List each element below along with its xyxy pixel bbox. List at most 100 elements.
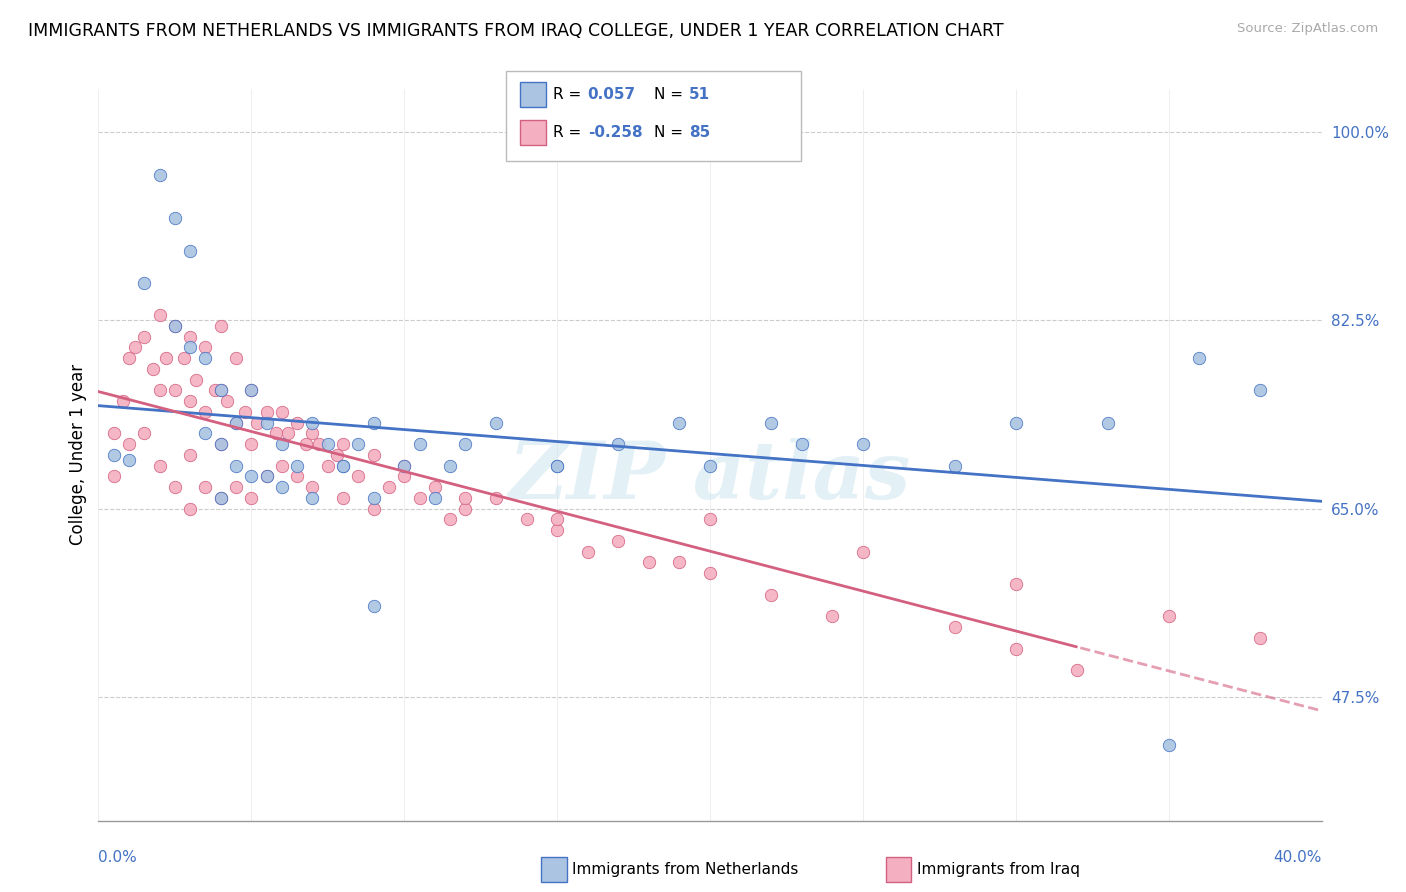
Point <box>576 545 599 559</box>
Point <box>363 448 385 462</box>
Point <box>240 384 263 398</box>
Point <box>668 556 690 570</box>
Point <box>134 276 156 290</box>
Point <box>163 480 186 494</box>
Point <box>285 416 308 430</box>
Point <box>363 416 385 430</box>
Point <box>270 437 292 451</box>
Point <box>439 512 461 526</box>
Point <box>363 491 385 505</box>
Point <box>316 437 339 451</box>
Point <box>423 491 446 505</box>
Point <box>485 491 508 505</box>
Point <box>454 437 477 451</box>
Point <box>270 405 292 419</box>
Point <box>1004 577 1026 591</box>
Point <box>103 426 125 441</box>
Point <box>134 329 156 343</box>
Point <box>142 362 165 376</box>
Point <box>118 437 141 451</box>
Point <box>363 501 385 516</box>
Point <box>1157 609 1180 624</box>
Point <box>103 448 125 462</box>
Point <box>134 426 156 441</box>
Point <box>256 405 278 419</box>
Text: 85: 85 <box>689 125 710 139</box>
Point <box>821 609 844 624</box>
Point <box>209 491 232 505</box>
Point <box>607 437 630 451</box>
Point <box>1004 416 1026 430</box>
Text: R =: R = <box>553 125 586 139</box>
Text: N =: N = <box>654 125 688 139</box>
Point <box>240 384 263 398</box>
Point <box>1188 351 1211 365</box>
Point <box>186 373 208 387</box>
Point <box>546 523 568 537</box>
Point <box>668 416 690 430</box>
Point <box>225 416 247 430</box>
Point <box>301 426 323 441</box>
Point <box>103 469 125 483</box>
Point <box>546 512 568 526</box>
Point <box>347 469 370 483</box>
Point <box>392 458 416 473</box>
Text: N =: N = <box>654 87 688 102</box>
Point <box>163 211 186 226</box>
Point <box>759 588 782 602</box>
Point <box>256 469 278 483</box>
Point <box>454 501 477 516</box>
Text: 40.0%: 40.0% <box>1274 850 1322 865</box>
Point <box>332 458 354 473</box>
Point <box>209 318 232 333</box>
Point <box>546 458 568 473</box>
Point <box>179 501 201 516</box>
Point <box>256 469 278 483</box>
Point <box>439 458 461 473</box>
Point <box>516 512 538 526</box>
Point <box>1249 384 1271 398</box>
Text: 0.0%: 0.0% <box>98 850 138 865</box>
Point <box>852 545 875 559</box>
Point <box>215 394 238 409</box>
Point <box>209 437 232 451</box>
Point <box>392 469 416 483</box>
Point <box>1157 739 1180 753</box>
Point <box>179 329 201 343</box>
Point <box>163 384 186 398</box>
Point <box>546 458 568 473</box>
Point <box>347 437 370 451</box>
Point <box>111 394 134 409</box>
Point <box>285 469 308 483</box>
Point <box>124 340 146 354</box>
Point <box>270 458 292 473</box>
Point <box>240 437 263 451</box>
Text: 51: 51 <box>689 87 710 102</box>
Point <box>194 405 217 419</box>
Text: R =: R = <box>553 87 586 102</box>
Point <box>943 458 966 473</box>
Point <box>295 437 318 451</box>
Point <box>209 437 232 451</box>
Point <box>316 458 339 473</box>
Point <box>1004 641 1026 656</box>
Text: 0.057: 0.057 <box>588 87 636 102</box>
Point <box>607 533 630 548</box>
Point <box>332 458 354 473</box>
Point <box>301 416 323 430</box>
Point <box>408 491 430 505</box>
Point <box>699 512 721 526</box>
Point <box>277 426 299 441</box>
Point <box>332 491 354 505</box>
Point <box>209 384 232 398</box>
Point <box>326 448 349 462</box>
Point <box>209 491 232 505</box>
Point <box>246 416 269 430</box>
Point <box>149 308 172 322</box>
Point <box>149 168 172 182</box>
Point <box>225 458 247 473</box>
Point <box>485 416 508 430</box>
Point <box>179 394 201 409</box>
Point <box>209 384 232 398</box>
Point <box>852 437 875 451</box>
